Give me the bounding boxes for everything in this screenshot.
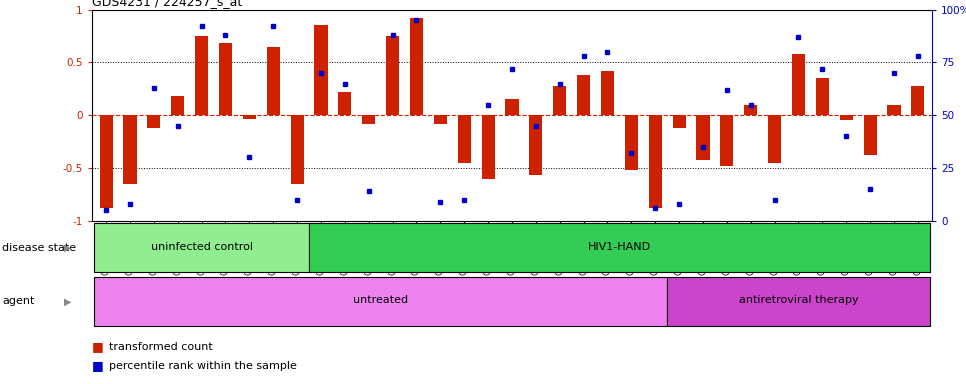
- Text: untreated: untreated: [354, 295, 409, 305]
- Bar: [625, 115, 638, 170]
- Bar: [601, 71, 614, 115]
- Bar: [668, 277, 930, 326]
- Text: ▶: ▶: [64, 296, 71, 306]
- Bar: [577, 75, 590, 115]
- Bar: [554, 86, 566, 115]
- Bar: [721, 115, 733, 166]
- Bar: [911, 86, 924, 115]
- Bar: [648, 115, 662, 208]
- Text: percentile rank within the sample: percentile rank within the sample: [109, 361, 297, 371]
- Bar: [696, 115, 710, 160]
- Bar: [529, 115, 543, 175]
- Bar: [744, 105, 757, 115]
- Text: HIV1-HAND: HIV1-HAND: [588, 242, 651, 252]
- Bar: [314, 25, 327, 115]
- Text: transformed count: transformed count: [109, 341, 213, 352]
- Bar: [434, 115, 447, 124]
- Bar: [309, 223, 930, 272]
- Bar: [195, 36, 208, 115]
- Bar: [338, 92, 352, 115]
- Bar: [362, 115, 376, 124]
- Text: agent: agent: [2, 296, 35, 306]
- Bar: [481, 115, 495, 179]
- Bar: [410, 18, 423, 115]
- Bar: [99, 115, 113, 208]
- Text: ■: ■: [92, 359, 103, 372]
- Bar: [672, 115, 686, 128]
- Bar: [171, 96, 185, 115]
- Text: uninfected control: uninfected control: [151, 242, 252, 252]
- Text: antiretroviral therapy: antiretroviral therapy: [739, 295, 859, 305]
- Bar: [888, 105, 900, 115]
- Bar: [505, 99, 519, 115]
- Bar: [768, 115, 781, 163]
- Bar: [94, 223, 309, 272]
- Bar: [816, 78, 829, 115]
- Bar: [94, 277, 668, 326]
- Bar: [839, 115, 853, 121]
- Bar: [219, 43, 232, 115]
- Text: GDS4231 / 224257_s_at: GDS4231 / 224257_s_at: [92, 0, 242, 8]
- Bar: [386, 36, 399, 115]
- Text: ▶: ▶: [64, 243, 71, 253]
- Bar: [291, 115, 303, 184]
- Bar: [864, 115, 877, 156]
- Bar: [267, 46, 280, 115]
- Text: disease state: disease state: [2, 243, 76, 253]
- Bar: [124, 115, 136, 184]
- Bar: [792, 54, 805, 115]
- Bar: [458, 115, 470, 163]
- Bar: [242, 115, 256, 119]
- Text: ■: ■: [92, 340, 103, 353]
- Bar: [147, 115, 160, 128]
